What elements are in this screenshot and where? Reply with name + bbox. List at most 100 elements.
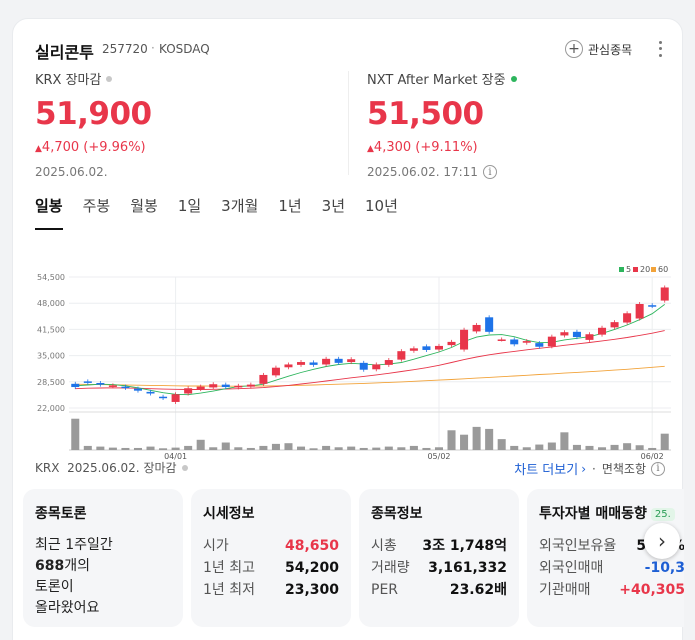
legend-swatch (619, 267, 624, 272)
x-tick-label: 04/01 (164, 452, 187, 460)
legend-label: 60 (658, 265, 668, 274)
candle (472, 324, 481, 332)
candle (334, 358, 343, 363)
candle (221, 384, 230, 388)
volume-bar (648, 447, 657, 450)
price-chart[interactable]: 54,500 48,000 41,500 35,000 28,500 22,000 04/0… (21, 245, 681, 461)
volume-bar (133, 447, 142, 450)
ma60-line (75, 365, 665, 387)
discussion-line3: 토론이 (35, 579, 74, 595)
panel-title: 투자자별 매매동향 25. (539, 503, 684, 523)
y-tick-label: 48,000 (37, 299, 65, 308)
candle (146, 391, 155, 394)
candle (83, 381, 92, 383)
krx-change: ▲4,700 (+9.96%) (35, 140, 146, 155)
volume-bar (184, 445, 193, 450)
volume-bar (347, 446, 356, 450)
stock-info-panel[interactable]: 종목정보 시총 3조 1,748억 거래량 3,161,332 PER 23.62배 (359, 489, 519, 627)
candle (259, 374, 268, 384)
nxt-change: ▲4,300 (+9.11%) (367, 140, 478, 155)
krx-status-dot (106, 75, 113, 82)
discussion-line4: 올라왔어요 (35, 600, 100, 616)
tab-weekly[interactable]: 주봉 (82, 197, 111, 215)
footer-status-dot (181, 464, 188, 471)
volume-bar (384, 446, 393, 450)
volume-bar (246, 447, 255, 450)
ma20-line (75, 330, 665, 390)
volume-bar (485, 428, 494, 450)
tab-3months[interactable]: 3개월 (221, 197, 259, 215)
volume-bar (472, 426, 481, 450)
candle (585, 334, 594, 340)
tab-monthly[interactable]: 월봉 (130, 197, 158, 215)
chart-footer: KRX 2025.06.02. 장마감 차트 더보기 › · 면책조항 i (35, 459, 665, 479)
disclaimer-link[interactable]: 면책조항 (601, 462, 646, 476)
info-icon[interactable]: i (482, 165, 497, 179)
volume-bar (547, 442, 556, 450)
candle (434, 345, 443, 350)
candle (409, 348, 418, 351)
stock-name[interactable]: 실리콘투 (35, 43, 94, 62)
institution-trade-label: 기관매매 (539, 582, 591, 598)
year-high-label: 1년 최고 (203, 560, 255, 576)
stock-code: 257720 (102, 42, 148, 56)
volume-bar (623, 443, 632, 450)
watchlist-label: 관심종목 (588, 42, 633, 57)
candle (547, 336, 556, 347)
info-icon[interactable]: i (651, 461, 665, 476)
y-tick-label: 22,000 (37, 404, 65, 413)
tab-daily[interactable]: 일봉 (35, 195, 63, 230)
y-tick-label: 28,500 (37, 378, 65, 387)
volume-bar (83, 445, 92, 450)
volume-bar (422, 447, 431, 450)
candle (447, 341, 456, 346)
watchlist-button[interactable]: + 관심종목 (565, 37, 632, 61)
candle (234, 385, 243, 388)
tab-3years[interactable]: 3년 (321, 197, 346, 215)
volume-bar (234, 447, 243, 450)
candle (623, 313, 632, 323)
panel-title: 종목정보 (371, 506, 423, 522)
legend-swatch (633, 267, 638, 272)
nxt-status-dot (510, 75, 517, 82)
discussion-panel[interactable]: 종목토론 최근 1주일간 688개의 토론이 올라왔어요 (23, 489, 183, 627)
market-cap-value: 3조 1,748억 (422, 538, 507, 554)
volume-bar (535, 444, 544, 450)
candle (372, 364, 381, 370)
volume-bar (510, 445, 519, 450)
tab-10years[interactable]: 10년 (365, 197, 398, 215)
candle (635, 304, 644, 319)
next-arrow-button[interactable]: › (644, 523, 680, 559)
volume-bar (359, 447, 368, 450)
quote-panel[interactable]: 시세정보 시가 48,650 1년 최고 54,200 1년 최저 23,300 (191, 489, 351, 627)
candle (460, 329, 469, 350)
y-tick-label: 35,000 (37, 352, 65, 361)
chart-more-link[interactable]: 차트 더보기 (514, 463, 579, 478)
plus-icon: + (565, 40, 583, 58)
year-low-value: 23,300 (284, 582, 339, 598)
nxt-date-row: 2025.06.02. 17:11 i (367, 165, 517, 179)
candle (159, 396, 168, 399)
header-separator: · (151, 41, 155, 55)
chevron-right-icon: › (581, 461, 586, 476)
tab-1year[interactable]: 1년 (278, 197, 302, 215)
volume-bar (660, 433, 669, 450)
volume-bar (598, 447, 607, 450)
nxt-price: 51,500 (367, 96, 484, 132)
volume-bar (334, 447, 343, 450)
candle (648, 305, 657, 307)
open-label: 시가 (203, 538, 229, 554)
year-low-label: 1년 최저 (203, 582, 255, 598)
candle (384, 360, 393, 365)
up-triangle-icon: ▲ (367, 144, 374, 154)
tab-1day[interactable]: 1일 (177, 197, 202, 215)
volume-bar (560, 432, 569, 450)
volume-bar (259, 445, 268, 450)
krx-price: 51,900 (35, 96, 152, 132)
nxt-label: NXT After Market 장중 (367, 73, 506, 88)
candle (497, 339, 506, 341)
more-options-icon[interactable] (654, 39, 666, 59)
discussion-line1: 최근 1주일간 (35, 537, 113, 553)
nxt-price-block: NXT After Market 장중 51,500 ▲4,300 (+9.11… (367, 69, 517, 179)
